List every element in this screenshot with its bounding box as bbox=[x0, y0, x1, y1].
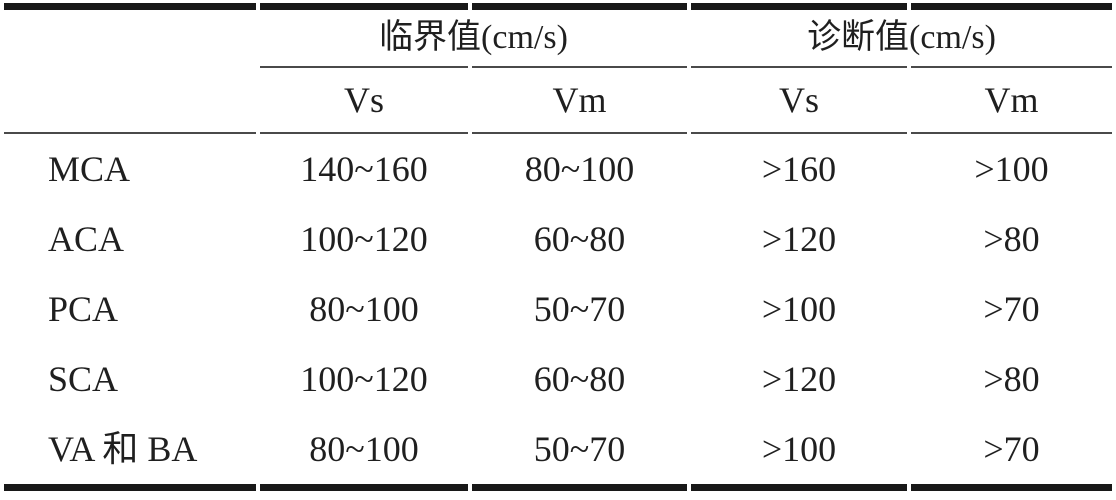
group-header-row: 临界值(cm/s) 诊断值(cm/s) bbox=[4, 10, 1112, 66]
row-label: ACA bbox=[48, 219, 125, 259]
cell-critical-vm: 60~80 bbox=[533, 359, 626, 399]
table-row-va-ba: VA 和 BA 80~100 50~70 >100 >70 bbox=[4, 414, 1112, 484]
subheader-vm-critical: Vm bbox=[552, 80, 607, 120]
rule-group-underline bbox=[4, 66, 1112, 68]
subheader-vm-diagnostic: Vm bbox=[984, 80, 1039, 120]
corner-cell bbox=[4, 68, 256, 132]
rule-top-segment bbox=[691, 3, 907, 10]
rule-top-segment bbox=[472, 3, 687, 10]
row-label: MCA bbox=[48, 149, 131, 189]
rule-top bbox=[4, 3, 1112, 10]
table-row-aca: ACA 100~120 60~80 >120 >80 bbox=[4, 204, 1112, 274]
rule-bottom bbox=[4, 484, 1112, 491]
subheader-vs-critical: Vs bbox=[343, 80, 384, 120]
cell-diagnostic-vm: >100 bbox=[974, 149, 1049, 189]
cell-diagnostic-vm: >80 bbox=[983, 219, 1040, 259]
rule-underline-segment bbox=[260, 66, 468, 68]
rule-top-segment bbox=[260, 3, 468, 10]
cell-critical-vs: 140~160 bbox=[300, 149, 428, 189]
rule-bottom-segment bbox=[691, 484, 907, 491]
row-label: PCA bbox=[48, 289, 119, 329]
cell-critical-vs: 80~100 bbox=[309, 429, 419, 469]
rule-bottom-segment bbox=[911, 484, 1112, 491]
cell-diagnostic-vm: >70 bbox=[983, 289, 1040, 329]
cell-diagnostic-vm: >70 bbox=[983, 429, 1040, 469]
subheader-row: Vs Vm Vs Vm bbox=[4, 68, 1112, 132]
rule-bottom-segment bbox=[4, 484, 256, 491]
cell-critical-vs: 100~120 bbox=[300, 359, 428, 399]
rule-header-bottom bbox=[4, 132, 1112, 134]
rule-underline-segment bbox=[472, 66, 687, 68]
cell-diagnostic-vm: >80 bbox=[983, 359, 1040, 399]
rule-underline-segment bbox=[691, 66, 907, 68]
cell-critical-vm: 80~100 bbox=[524, 149, 635, 189]
velocity-table: 临界值(cm/s) 诊断值(cm/s) Vs Vm Vs Vm bbox=[0, 3, 1116, 491]
rule-bottom-segment bbox=[260, 484, 468, 491]
rule-header-segment bbox=[4, 132, 256, 134]
cell-diagnostic-vs: >100 bbox=[761, 289, 837, 329]
cell-diagnostic-vs: >100 bbox=[761, 429, 837, 469]
cell-critical-vm: 60~80 bbox=[533, 219, 626, 259]
group-header-diagnostic: 诊断值(cm/s) bbox=[807, 19, 996, 56]
cell-critical-vs: 100~120 bbox=[300, 219, 428, 259]
rule-header-segment bbox=[691, 132, 907, 134]
table-row-pca: PCA 80~100 50~70 >100 >70 bbox=[4, 274, 1112, 344]
table-row-mca: MCA 140~160 80~100 >160 >100 bbox=[4, 134, 1112, 204]
rule-top-segment bbox=[911, 3, 1112, 10]
table-row-sca: SCA 100~120 60~80 >120 >80 bbox=[4, 344, 1112, 414]
cell-diagnostic-vs: >120 bbox=[761, 219, 837, 259]
corner-cell bbox=[4, 10, 256, 66]
cell-critical-vm: 50~70 bbox=[533, 289, 626, 329]
cell-diagnostic-vs: >160 bbox=[761, 149, 837, 189]
rule-underline-segment bbox=[911, 66, 1112, 68]
subheader-vs-diagnostic: Vs bbox=[778, 80, 819, 120]
group-header-critical: 临界值(cm/s) bbox=[379, 19, 568, 56]
rule-header-segment bbox=[260, 132, 468, 134]
rule-bottom-segment bbox=[472, 484, 687, 491]
rule-header-segment bbox=[472, 132, 687, 134]
row-label: VA 和 BA bbox=[48, 429, 198, 469]
cell-critical-vs: 80~100 bbox=[309, 289, 419, 329]
rule-header-segment bbox=[911, 132, 1112, 134]
row-label: SCA bbox=[48, 359, 119, 399]
rule-top-segment bbox=[4, 3, 256, 10]
cell-critical-vm: 50~70 bbox=[533, 429, 626, 469]
cell-diagnostic-vs: >120 bbox=[761, 359, 837, 399]
